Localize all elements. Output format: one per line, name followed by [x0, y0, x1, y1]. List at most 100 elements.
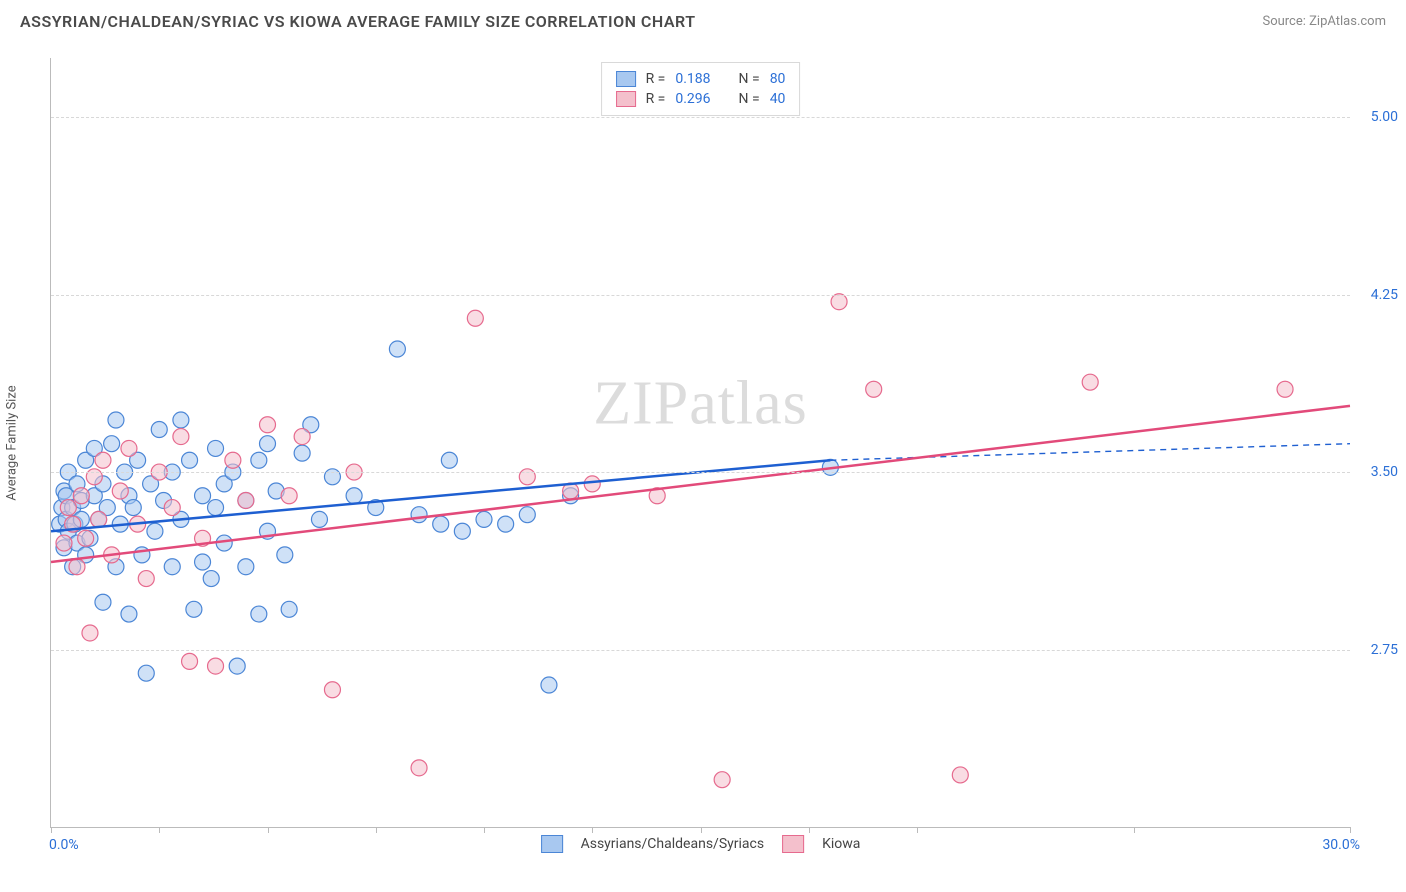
data-point-kiowa: [866, 381, 882, 397]
data-point-kiowa: [225, 452, 241, 468]
chart-source: Source: ZipAtlas.com: [1262, 14, 1386, 29]
r-value-kiowa: 0.296: [675, 91, 710, 107]
data-point-acs: [203, 571, 219, 587]
data-point-acs: [95, 594, 111, 610]
data-point-kiowa: [182, 653, 198, 669]
n-label: N =: [739, 71, 760, 87]
data-point-acs: [125, 500, 141, 516]
data-point-acs: [195, 488, 211, 504]
gridline: [51, 295, 1350, 296]
x-tick-mark: [917, 827, 918, 833]
data-point-acs: [229, 658, 245, 674]
chart-title: ASSYRIAN/CHALDEAN/SYRIAC VS KIOWA AVERAG…: [20, 12, 696, 31]
data-point-acs: [498, 516, 514, 532]
data-point-kiowa: [324, 682, 340, 698]
data-point-kiowa: [1277, 381, 1293, 397]
data-point-kiowa: [69, 559, 85, 575]
data-point-acs: [186, 601, 202, 617]
y-tick-label: 4.25: [1371, 287, 1398, 303]
data-point-acs: [173, 412, 189, 428]
data-point-kiowa: [952, 767, 968, 783]
legend-row-acs: R = 0.188 N = 80: [616, 69, 786, 89]
data-point-kiowa: [112, 483, 128, 499]
data-point-kiowa: [281, 488, 297, 504]
data-point-acs: [411, 507, 427, 523]
data-point-acs: [121, 606, 137, 622]
data-point-kiowa: [584, 476, 600, 492]
data-point-kiowa: [208, 658, 224, 674]
data-point-acs: [238, 559, 254, 575]
data-point-acs: [277, 547, 293, 563]
swatch-acs: [616, 71, 636, 87]
x-tick-mark: [51, 827, 52, 833]
series-legend: Assyrians/Chaldeans/Syriacs Kiowa: [541, 835, 861, 853]
correlation-legend: R = 0.188 N = 80 R = 0.296 N = 40: [601, 62, 801, 116]
x-tick-mark: [268, 827, 269, 833]
swatch-kiowa: [616, 91, 636, 107]
x-tick-mark: [1134, 827, 1135, 833]
x-tick-mark: [376, 827, 377, 833]
data-point-acs: [151, 421, 167, 437]
gridline: [51, 472, 1350, 473]
x-tick-mark: [484, 827, 485, 833]
data-point-acs: [433, 516, 449, 532]
data-point-kiowa: [78, 530, 94, 546]
data-point-acs: [104, 436, 120, 452]
data-point-acs: [147, 523, 163, 539]
x-tick-mark: [701, 827, 702, 833]
x-tick-mark: [159, 827, 160, 833]
data-point-acs: [138, 665, 154, 681]
x-tick-mark: [592, 827, 593, 833]
data-point-acs: [108, 412, 124, 428]
swatch-kiowa: [782, 835, 804, 853]
data-point-acs: [476, 511, 492, 527]
chart-header: ASSYRIAN/CHALDEAN/SYRIAC VS KIOWA AVERAG…: [0, 0, 1406, 39]
gridline: [51, 650, 1350, 651]
data-point-acs: [519, 507, 535, 523]
data-point-acs: [441, 452, 457, 468]
swatch-acs: [541, 835, 563, 853]
data-point-kiowa: [164, 500, 180, 516]
data-point-kiowa: [82, 625, 98, 641]
data-point-acs: [541, 677, 557, 693]
legend-row-kiowa: R = 0.296 N = 40: [616, 89, 786, 109]
r-label: R =: [646, 91, 666, 107]
data-point-acs: [251, 452, 267, 468]
data-point-kiowa: [260, 417, 276, 433]
data-point-kiowa: [95, 452, 111, 468]
data-point-acs: [389, 341, 405, 357]
data-point-acs: [195, 554, 211, 570]
data-point-kiowa: [831, 294, 847, 310]
data-point-acs: [346, 488, 362, 504]
data-point-acs: [281, 601, 297, 617]
data-point-kiowa: [294, 429, 310, 445]
y-tick-label: 3.50: [1371, 464, 1398, 480]
data-point-acs: [164, 559, 180, 575]
data-point-kiowa: [56, 535, 72, 551]
data-point-acs: [294, 445, 310, 461]
data-point-kiowa: [121, 440, 137, 456]
n-label: N =: [739, 91, 760, 107]
data-point-kiowa: [91, 511, 107, 527]
y-tick-label: 2.75: [1371, 642, 1398, 658]
series-label-kiowa: Kiowa: [822, 836, 860, 852]
chart-container: Average Family Size ZIPatlas R = 0.188 N…: [40, 48, 1380, 838]
data-point-kiowa: [73, 488, 89, 504]
n-value-acs: 80: [770, 71, 786, 87]
y-axis-label: Average Family Size: [5, 385, 20, 500]
data-point-acs: [208, 440, 224, 456]
plot-area: ZIPatlas R = 0.188 N = 80 R = 0.296 N = …: [50, 58, 1350, 828]
data-point-kiowa: [1082, 374, 1098, 390]
r-value-acs: 0.188: [675, 71, 710, 87]
data-point-kiowa: [173, 429, 189, 445]
x-tick-mark: [809, 827, 810, 833]
x-tick-mark: [1350, 827, 1351, 833]
data-point-acs: [251, 606, 267, 622]
data-point-kiowa: [138, 571, 154, 587]
data-point-acs: [311, 511, 327, 527]
data-point-kiowa: [467, 310, 483, 326]
gridline: [51, 117, 1350, 118]
data-point-acs: [260, 436, 276, 452]
x-axis-min-label: 0.0%: [49, 837, 79, 853]
data-point-kiowa: [60, 500, 76, 516]
